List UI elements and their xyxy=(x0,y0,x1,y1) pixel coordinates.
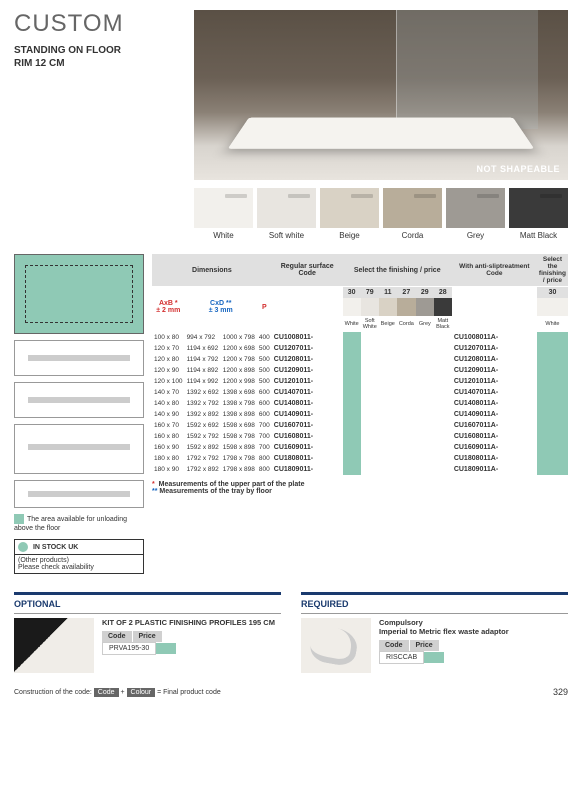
swatch-matt-black: Matt Black xyxy=(509,188,568,240)
required-card: CompulsoryImperial to Metric flex waste … xyxy=(301,613,568,673)
footer: Construction of the code: Code + Colour … xyxy=(14,687,568,697)
swatch-corda: Corda xyxy=(383,188,442,240)
diagram-elev-1 xyxy=(14,340,144,376)
required-title: REQUIRED xyxy=(301,599,568,609)
swatch-beige: Beige xyxy=(320,188,379,240)
optional-image xyxy=(14,618,94,673)
table-row: 120 x 801194 x 7921200 x 798500CU1208011… xyxy=(152,354,568,365)
table-row: 140 x 801392 x 7921398 x 798600CU1408011… xyxy=(152,398,568,409)
table-row: 120 x 1001194 x 9921200 x 998500CU120101… xyxy=(152,376,568,387)
optional-title: OPTIONAL xyxy=(14,599,281,609)
table-notes: * Measurements of the upper part of the … xyxy=(152,481,568,495)
page-title: CUSTOM xyxy=(14,10,184,38)
table-row: 180 x 901792 x 8921798 x 898800CU1809011… xyxy=(152,464,568,475)
table-row: 100 x 80994 x 7921000 x 798400CU1008011-… xyxy=(152,332,568,343)
swatch-grey: Grey xyxy=(446,188,505,240)
stock-box: IN STOCK UK (Other products)Please check… xyxy=(14,539,144,574)
table-row: 140 x 901392 x 8921398 x 898600CU1409011… xyxy=(152,409,568,420)
subtitle: STANDING ON FLOOR RIM 12 CM xyxy=(14,44,184,70)
table-row: 140 x 701392 x 6921398 x 698600CU1407011… xyxy=(152,387,568,398)
page-number: 329 xyxy=(553,687,568,697)
dimensions-table: Dimensions Regular surface Code Select t… xyxy=(152,254,568,475)
required-image xyxy=(301,618,371,673)
hero-label: NOT SHAPEABLE xyxy=(476,164,560,174)
table-row: 160 x 801592 x 7921598 x 798700CU1608011… xyxy=(152,431,568,442)
diagram-detail xyxy=(14,480,144,508)
swatch-white: White xyxy=(194,188,253,240)
diagram-plan xyxy=(14,254,144,334)
optional-card: KIT OF 2 PLASTIC FINISHING PROFILES 195 … xyxy=(14,613,281,673)
legend: The area available for unloading above t… xyxy=(14,514,144,533)
table-row: 180 x 801792 x 7921798 x 798800CU1808011… xyxy=(152,453,568,464)
hero-image: NOT SHAPEABLE xyxy=(194,10,568,180)
diagram-elev-2 xyxy=(14,382,144,418)
table-row: 120 x 701194 x 6921200 x 698500CU1207011… xyxy=(152,343,568,354)
table-row: 120 x 901194 x 8921200 x 898500CU1209011… xyxy=(152,365,568,376)
diagram-section xyxy=(14,424,144,474)
table-row: 160 x 901592 x 8921598 x 898700CU1609011… xyxy=(152,442,568,453)
table-row: 160 x 701592 x 6921598 x 698700CU1607011… xyxy=(152,420,568,431)
swatch-soft-white: Soft white xyxy=(257,188,316,240)
